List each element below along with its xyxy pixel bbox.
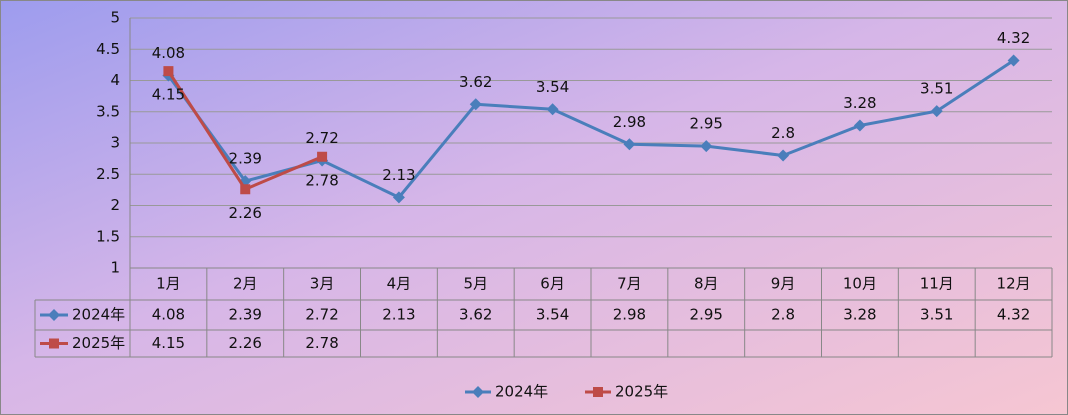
y-tick-label: 1.5 [96,227,120,245]
data-label: 2.72 [305,129,338,147]
marker [593,387,603,397]
marker [546,103,559,116]
y-tick-label: 2.5 [96,165,120,183]
table-cell: 4.15 [152,334,185,352]
marker [700,140,713,153]
legend-label: 2024年 [495,383,548,401]
x-tick-label: 3月 [310,275,335,293]
data-label: 2.13 [382,166,415,184]
x-tick-label: 5月 [463,275,488,293]
y-tick-label: 4.5 [96,40,120,58]
x-tick-label: 7月 [617,275,642,293]
data-label: 2.95 [690,115,723,133]
y-tick-label: 3 [110,134,120,152]
marker [48,309,60,321]
table-cell: 4.32 [997,306,1030,324]
marker [777,149,790,162]
table-cell: 2.72 [305,306,338,324]
x-tick-label: 8月 [694,275,719,293]
marker [1007,54,1020,67]
marker [623,138,636,151]
marker [930,105,943,118]
marker [240,184,251,195]
table-cell: 3.62 [459,306,492,324]
marker [469,98,482,111]
marker [49,338,59,349]
data-label: 2.98 [613,113,646,131]
y-tick-label: 3.5 [96,102,120,120]
y-tick-label: 1 [110,259,120,277]
y-tick-label: 2 [110,196,120,214]
x-tick-label: 4月 [387,275,412,293]
marker [392,191,405,204]
x-tick-label: 10月 [843,275,877,293]
data-label: 3.54 [536,78,569,96]
table-cell: 2.26 [229,334,262,352]
x-tick-label: 12月 [997,275,1031,293]
marker [163,66,174,77]
data-label: 2.26 [229,204,262,222]
y-tick-label: 5 [110,9,120,27]
data-label: 3.51 [920,80,953,98]
table-cell: 2.98 [613,306,646,324]
table-cell: 2.95 [690,306,723,324]
marker [317,151,328,162]
table-row-label: 2024年 [72,306,125,324]
table-cell: 4.08 [152,306,185,324]
data-label: 2.8 [771,124,795,142]
data-label: 3.28 [843,94,876,112]
table-cell: 3.51 [920,306,953,324]
y-tick-label: 4 [110,71,120,89]
series-line [167,59,1015,199]
x-tick-label: 1月 [156,275,181,293]
table-cell: 2.39 [229,306,262,324]
marker [853,119,866,132]
table-cell: 2.8 [771,306,795,324]
table-cell: 3.28 [843,306,876,324]
x-tick-label: 6月 [540,275,565,293]
data-label: 3.62 [459,73,492,91]
table-cell: 2.13 [382,306,415,324]
table-row-label: 2025年 [72,334,125,352]
marker [472,386,484,398]
data-label: 4.32 [997,29,1030,47]
data-label: 2.78 [305,171,338,189]
x-tick-label: 11月 [920,275,954,293]
x-tick-label: 9月 [771,275,796,293]
data-label: 4.08 [152,44,185,62]
legend-label: 2025年 [615,383,668,401]
data-label: 2.39 [229,150,262,168]
x-tick-label: 2月 [233,275,258,293]
data-label: 4.15 [152,86,185,104]
table-cell: 3.54 [536,306,569,324]
table-cell: 2.78 [305,334,338,352]
